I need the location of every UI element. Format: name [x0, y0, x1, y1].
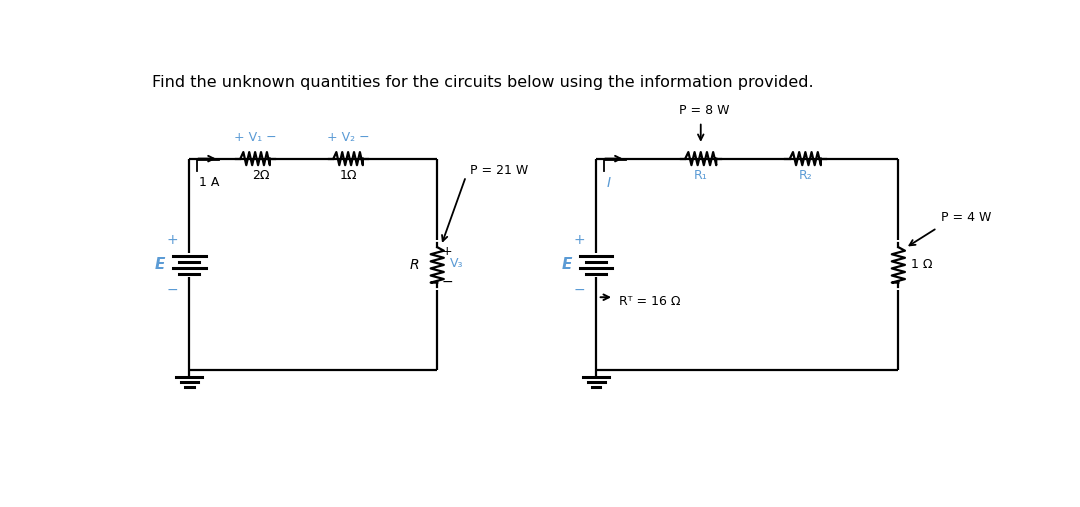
- Text: P = 21 W: P = 21 W: [470, 164, 528, 176]
- Text: + V₂ −: + V₂ −: [327, 131, 369, 143]
- Text: + V₁ −: + V₁ −: [233, 131, 276, 143]
- Text: I: I: [607, 176, 611, 190]
- Text: V₃: V₃: [449, 257, 463, 270]
- Text: −: −: [442, 275, 454, 289]
- Text: P = 4 W: P = 4 W: [941, 210, 991, 224]
- Text: +: +: [166, 233, 178, 247]
- Text: R: R: [409, 258, 419, 272]
- Text: −: −: [166, 282, 178, 297]
- Text: 1 A: 1 A: [199, 176, 219, 189]
- Text: R₂: R₂: [798, 169, 812, 182]
- Text: 2Ω: 2Ω: [253, 169, 270, 182]
- Text: 1Ω: 1Ω: [339, 169, 356, 182]
- Text: 1 Ω: 1 Ω: [910, 259, 932, 271]
- Text: Find the unknown quantities for the circuits below using the information provide: Find the unknown quantities for the circ…: [152, 76, 813, 90]
- Text: −: −: [573, 282, 585, 297]
- Text: E: E: [562, 258, 572, 272]
- Text: +: +: [442, 244, 453, 258]
- Text: E: E: [154, 258, 165, 272]
- Text: +: +: [573, 233, 585, 247]
- Text: P = 8 W: P = 8 W: [679, 104, 730, 118]
- Text: Rᵀ = 16 Ω: Rᵀ = 16 Ω: [619, 296, 680, 308]
- Text: R₁: R₁: [693, 169, 707, 182]
